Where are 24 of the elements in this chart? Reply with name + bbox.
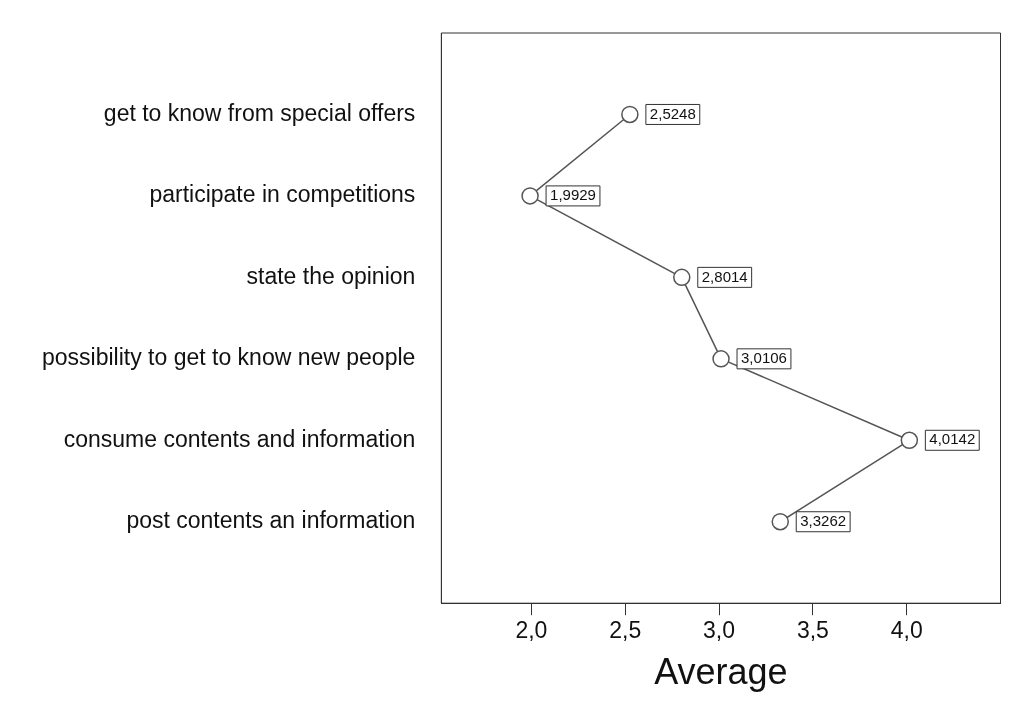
x-tick-label: 2,5 (609, 617, 642, 644)
point (771, 512, 789, 531)
point (521, 187, 539, 205)
y-tick-label: post contents an information (126, 507, 416, 534)
y-tick-label: get to know from special offers (103, 99, 416, 126)
point (900, 431, 919, 450)
point (621, 105, 639, 124)
x-tick-label: 3,5 (796, 617, 829, 644)
x-tick-label: 3,0 (703, 617, 736, 644)
data-label: 2,5248 (649, 104, 696, 122)
point (673, 268, 691, 287)
data-label: 3,3262 (800, 511, 847, 529)
data-label: 1,9929 (550, 186, 596, 204)
y-tick-label: participate in competitions (149, 181, 416, 208)
data-label: 4,0142 (929, 430, 976, 448)
y-tick-label: possibility to get to know new people (41, 344, 416, 371)
x-tick-label: 4,0 (890, 617, 923, 644)
data-label: 3,0106 (741, 348, 787, 366)
point (712, 350, 730, 368)
data-label: 2,8014 (701, 267, 748, 285)
y-tick-label: state the opinion (246, 262, 416, 289)
x-tick-label: 2,0 (515, 617, 548, 644)
y-tick-label: consume contents and information (63, 425, 416, 452)
x-axis-title: Average (654, 651, 788, 693)
